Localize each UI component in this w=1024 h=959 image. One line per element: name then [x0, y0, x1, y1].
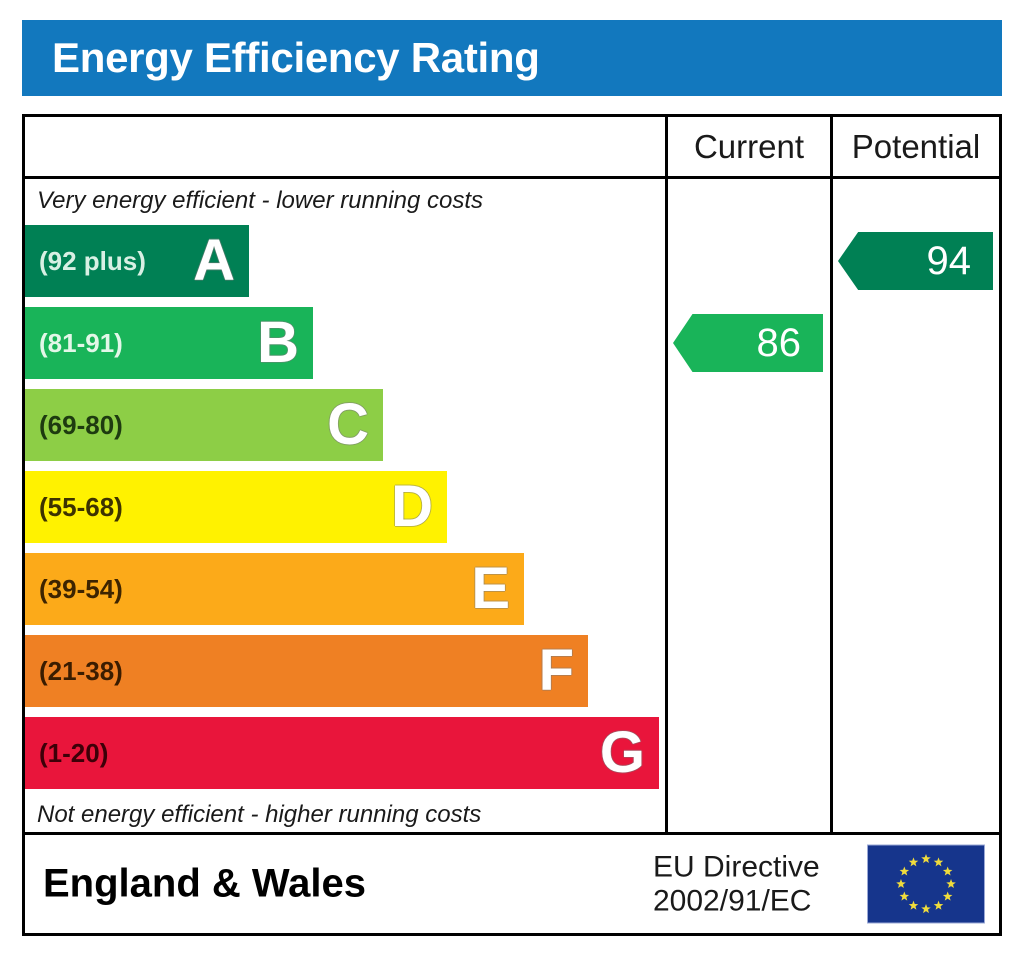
- column-header-current: Current: [665, 117, 830, 176]
- band-range-d: (55-68): [39, 491, 123, 522]
- band-letter-b: B: [257, 310, 299, 375]
- column-header-potential-label: Potential: [851, 127, 981, 165]
- band-range-a: (92 plus): [39, 245, 146, 276]
- footer-directive: EU Directive 2002/91/EC: [653, 850, 820, 917]
- caption-not-efficient: Not energy efficient - higher running co…: [37, 801, 482, 828]
- rating-marker-current: 86: [673, 314, 823, 372]
- band-range-b: (81-91): [39, 327, 123, 358]
- rating-band-b: (81-91) B: [25, 307, 313, 379]
- footer-directive-line2: 2002/91/EC: [653, 884, 812, 917]
- band-range-g: (1-20): [39, 737, 109, 768]
- band-range-e: (39-54): [39, 573, 123, 604]
- footer-region-label: England & Wales: [43, 861, 367, 906]
- band-letter-f: F: [538, 638, 574, 703]
- rating-band-d: (55-68) D: [25, 471, 447, 543]
- band-letter-d: D: [391, 474, 433, 539]
- eu-flag-icon: [867, 844, 985, 924]
- rating-marker-potential: 94: [838, 232, 993, 290]
- rating-band-f: (21-38) F: [25, 635, 588, 707]
- rating-band-e: (39-54) E: [25, 553, 524, 625]
- caption-very-efficient: Very energy efficient - lower running co…: [37, 187, 483, 214]
- page-title: Energy Efficiency Rating: [52, 34, 540, 81]
- chart-footer: England & Wales EU Directive 2002/91/EC: [25, 832, 999, 933]
- table-header-blank-cell: [25, 117, 665, 176]
- column-divider-potential: [830, 179, 833, 835]
- rating-bands-area: Very energy efficient - lower running co…: [25, 179, 665, 835]
- band-range-f: (21-38): [39, 655, 123, 686]
- chart-title-bar: Energy Efficiency Rating: [22, 20, 1002, 96]
- table-header-row: Current Potential: [25, 117, 999, 179]
- band-letter-c: C: [327, 392, 369, 457]
- band-letter-e: E: [471, 556, 510, 621]
- column-header-current-label: Current: [693, 127, 805, 165]
- chart-frame: Current Potential Very energy efficient …: [22, 114, 1002, 936]
- band-letter-a: A: [193, 228, 235, 293]
- rating-band-c: (69-80) C: [25, 389, 383, 461]
- column-divider-current: [665, 179, 668, 835]
- rating-band-g: (1-20) G: [25, 717, 659, 789]
- column-header-potential: Potential: [830, 117, 999, 176]
- band-range-c: (69-80): [39, 409, 123, 440]
- rating-band-a: (92 plus) A: [25, 225, 249, 297]
- eu-flag-stars: [896, 853, 956, 914]
- footer-directive-line1: EU Directive: [653, 850, 820, 884]
- band-letter-g: G: [599, 720, 645, 785]
